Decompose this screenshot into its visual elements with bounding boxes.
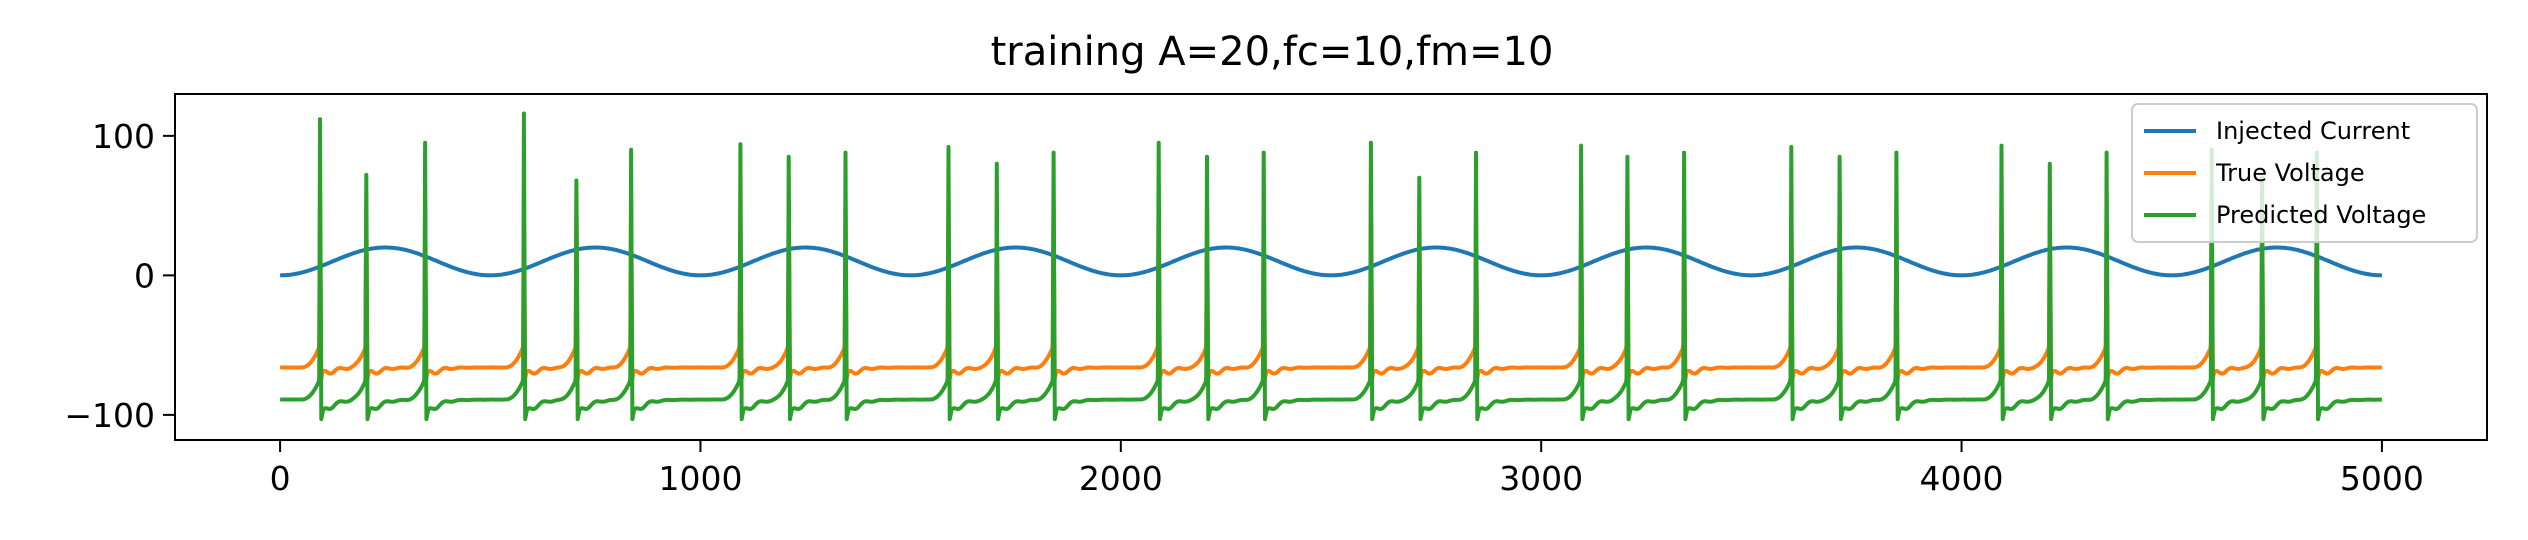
y-tick-label: −100 [64,396,155,435]
legend: Injected Current True Voltage Predicted Vo… [2131,103,2478,243]
series-line-0 [280,245,2382,278]
x-tick-label: 4000 [1920,459,2004,498]
series-line-1 [278,196,2384,381]
plot-frame [174,93,2488,441]
chart-title: training A=20,fc=10,fm=10 [991,29,1554,75]
legend-label: True Voltage [2215,159,2365,187]
x-tick-label: 2000 [1079,459,1163,498]
series-line-2 [278,111,2384,422]
x-tick-label: 1000 [658,459,742,498]
x-tick-label: 3000 [1499,459,1583,498]
legend-box [2131,103,2478,243]
y-tick-label: 100 [92,117,155,156]
x-tick-label: 5000 [2340,459,2424,498]
legend-label: Predicted Voltage [2216,201,2426,229]
legend-label: Injected Current [2216,117,2410,145]
y-axis: 100 0 −100 [64,117,175,435]
x-axis: 0 1000 2000 3000 4000 5000 [270,440,2424,498]
x-tick-label: 0 [270,459,291,498]
series-layer [278,111,2384,422]
y-tick-label: 0 [134,256,155,295]
